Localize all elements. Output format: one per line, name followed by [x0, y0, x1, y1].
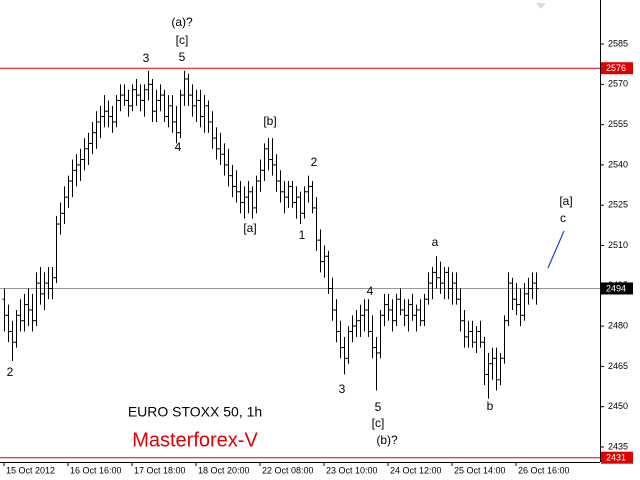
wave-label: 5: [179, 50, 186, 64]
wave-label: [c]: [372, 416, 385, 430]
price-label-box: [601, 282, 633, 295]
wave-label: 4: [367, 284, 374, 298]
x-tick-label: 23 Oct 10:00: [326, 465, 378, 475]
price-label: 2494: [606, 283, 626, 293]
price-label-box: [601, 62, 633, 75]
wave-label: c: [560, 211, 566, 225]
chart-title: EURO STOXX 50, 1h: [128, 404, 262, 420]
price-label: 2576: [606, 63, 626, 73]
y-tick-label: 2540: [608, 159, 628, 169]
wave-label: (a)?: [171, 15, 193, 29]
wave-label: a: [432, 235, 439, 249]
wave-label: [a]: [243, 221, 256, 235]
wave-label: 5: [375, 400, 382, 414]
y-tick-label: 2510: [608, 240, 628, 250]
x-tick-label: 15 Oct 2012: [6, 465, 55, 475]
x-tick-label: 16 Oct 16:00: [70, 465, 122, 475]
wave-label: (b)?: [376, 433, 398, 447]
wave-label: 1: [299, 228, 306, 242]
y-tick-label: 2465: [608, 361, 628, 371]
wave-label: [a]: [559, 194, 572, 208]
y-tick-label: 2570: [608, 79, 628, 89]
wave-label: [c]: [176, 33, 189, 47]
y-tick-label: 2480: [608, 320, 628, 330]
x-tick-label: 24 Oct 12:00: [390, 465, 442, 475]
wave-label: b: [487, 399, 494, 413]
price-label-box: [601, 451, 633, 464]
scroll-marker: [536, 3, 546, 9]
x-tick-label: 17 Oct 18:00: [134, 465, 186, 475]
wave-label: 3: [143, 51, 150, 65]
wave-label: [b]: [263, 114, 276, 128]
x-tick-label: 22 Oct 08:00: [262, 465, 314, 475]
y-tick-label: 2435: [608, 441, 628, 451]
y-tick-label: 2585: [608, 38, 628, 48]
price-label: 2431: [606, 453, 626, 463]
x-tick-label: 18 Oct 20:00: [198, 465, 250, 475]
wave-label: 4: [175, 140, 182, 154]
x-tick-label: 26 Oct 16:00: [518, 465, 570, 475]
wave-label: 2: [7, 365, 14, 379]
chart-subtitle: Masterforex-V: [132, 429, 258, 451]
x-tick-label: 25 Oct 14:00: [454, 465, 506, 475]
wave-label: 3: [339, 382, 346, 396]
wave-arrow: [547, 230, 565, 269]
y-tick-label: 2450: [608, 401, 628, 411]
y-tick-label: 2525: [608, 200, 628, 210]
wave-label: 2: [311, 155, 318, 169]
y-tick-label: 2555: [608, 119, 628, 129]
